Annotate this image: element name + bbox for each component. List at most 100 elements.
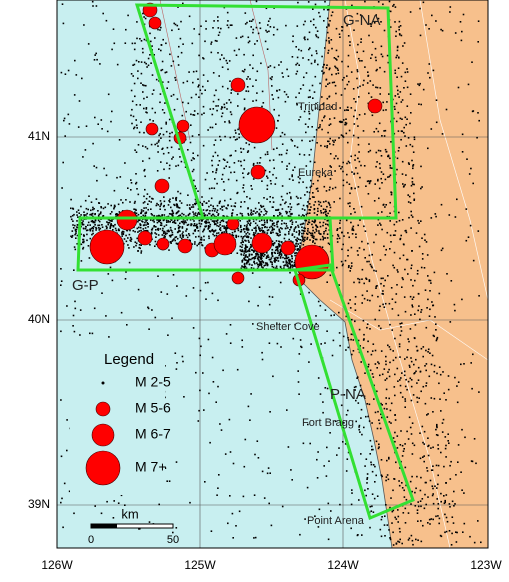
quake-dot — [314, 201, 317, 203]
quake-dot — [403, 42, 406, 44]
quake-dot — [172, 221, 174, 224]
quake-dot — [194, 202, 196, 205]
quake-dot — [94, 213, 96, 216]
quake-dot — [284, 227, 287, 230]
quake-dot — [283, 237, 286, 240]
quake-dot — [351, 4, 353, 7]
quake-dot — [244, 12, 247, 14]
quake-dot — [342, 335, 345, 338]
quake-dot — [337, 72, 340, 75]
quake-dot — [134, 230, 136, 233]
quake-dot — [111, 224, 113, 227]
quake-dot — [139, 226, 142, 229]
quake-dot — [246, 196, 248, 198]
lon-label: 123W — [470, 558, 502, 572]
quake-dot — [263, 214, 265, 216]
quake-dot — [364, 465, 366, 467]
quake-dot — [236, 252, 239, 254]
quake-dot — [286, 192, 288, 195]
quake-dot — [77, 126, 80, 128]
quake-dot — [417, 309, 419, 312]
quake-dot — [235, 235, 237, 237]
quake-dot — [372, 448, 374, 451]
quake-dot — [274, 183, 277, 185]
quake-dot — [244, 247, 247, 249]
place-label: Trinidad — [298, 101, 337, 113]
quake-dot — [97, 214, 100, 217]
quake-dot — [240, 201, 242, 203]
quake-dot — [301, 223, 303, 225]
quake-dot — [418, 222, 420, 224]
quake-dot — [284, 202, 286, 205]
quake-dot — [279, 204, 282, 206]
quake-dot — [258, 212, 260, 215]
quake-dot — [72, 224, 74, 226]
quake-dot — [213, 215, 216, 217]
quake-dot — [140, 244, 142, 246]
quake-dot — [139, 224, 142, 226]
quake-dot — [216, 222, 219, 224]
quake-dot — [110, 120, 112, 123]
quake-dot — [306, 238, 308, 240]
quake-dot — [93, 165, 95, 167]
quake-dot — [401, 482, 403, 484]
quake-dot — [167, 81, 170, 83]
quake-dot — [410, 360, 413, 363]
quake-dot — [314, 61, 316, 63]
quake-dot — [208, 205, 210, 208]
quake-dot — [130, 114, 132, 117]
quake-dot — [253, 233, 256, 236]
quake-dot — [117, 228, 120, 230]
quake-dot — [268, 303, 271, 306]
quake-dot — [373, 497, 376, 500]
quake-dot — [398, 28, 400, 31]
quake-dot — [169, 241, 172, 243]
quake-dot — [217, 213, 220, 215]
quake-dot — [170, 95, 173, 97]
quake-dot — [432, 446, 434, 449]
quake-dot — [420, 520, 422, 522]
quake-dot — [468, 173, 471, 175]
quake-dot — [235, 132, 237, 134]
quake-dot — [177, 64, 180, 66]
quake-dot — [219, 58, 221, 61]
quake-dot — [427, 348, 430, 351]
quake-dot — [241, 259, 244, 261]
quake-dot — [295, 96, 297, 99]
quake-dot — [198, 134, 200, 136]
quake-dot — [427, 351, 429, 353]
quake-dot — [125, 199, 127, 201]
quake-dot — [397, 67, 400, 69]
quake-dot — [460, 39, 463, 42]
quake-dot — [228, 99, 231, 101]
quake-dot — [231, 512, 234, 515]
quake-dot — [413, 198, 416, 201]
quake-dot — [255, 253, 257, 255]
quake-dot — [299, 223, 302, 226]
quake-dot — [312, 240, 314, 242]
quake-dot — [185, 230, 187, 232]
quake-dot — [217, 105, 219, 107]
quake-dot — [409, 480, 412, 483]
quake-dot — [321, 96, 323, 98]
quake-dot — [147, 208, 149, 211]
quake-dot — [272, 375, 274, 378]
quake-dot — [68, 490, 71, 493]
lon-label: 124W — [327, 558, 359, 572]
quake-dot — [240, 250, 243, 253]
quake-dot — [416, 396, 418, 399]
quake-dot — [240, 267, 243, 269]
quake-dot — [317, 526, 320, 528]
quake-dot — [277, 260, 280, 262]
quake-dot — [352, 134, 355, 137]
quake-dot — [477, 230, 480, 232]
quake-dot — [315, 50, 318, 52]
quake-dot — [166, 162, 168, 164]
quake-dot — [345, 123, 347, 126]
quake-dot — [429, 76, 431, 79]
quake-dot — [380, 327, 382, 330]
quake-dot — [298, 64, 300, 66]
quake-dot — [313, 220, 316, 223]
quake-dot — [194, 212, 197, 214]
quake-dot — [276, 89, 278, 92]
